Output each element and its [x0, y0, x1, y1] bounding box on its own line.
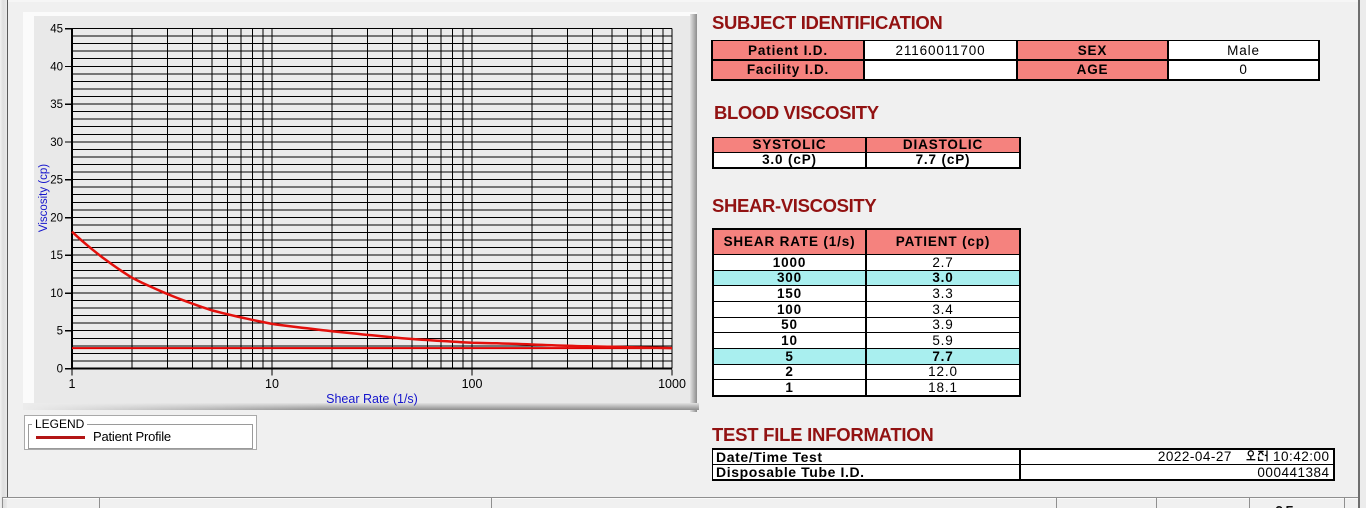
- svg-text:Viscosity (cp): Viscosity (cp): [38, 164, 50, 232]
- svg-text:20: 20: [50, 212, 63, 224]
- svg-text:1000: 1000: [658, 377, 686, 391]
- svg-text:10: 10: [50, 288, 63, 300]
- svg-text:1: 1: [69, 377, 76, 391]
- svg-text:25: 25: [50, 175, 63, 187]
- svg-text:10: 10: [265, 377, 279, 391]
- svg-text:45: 45: [50, 24, 63, 36]
- svg-text:0: 0: [57, 364, 63, 376]
- svg-text:40: 40: [50, 61, 63, 73]
- svg-text:15: 15: [50, 250, 63, 262]
- svg-text:Shear Rate (1/s): Shear Rate (1/s): [326, 392, 418, 406]
- svg-text:35: 35: [50, 99, 63, 111]
- svg-text:5: 5: [57, 326, 63, 338]
- svg-text:100: 100: [462, 377, 483, 391]
- svg-text:30: 30: [50, 137, 63, 149]
